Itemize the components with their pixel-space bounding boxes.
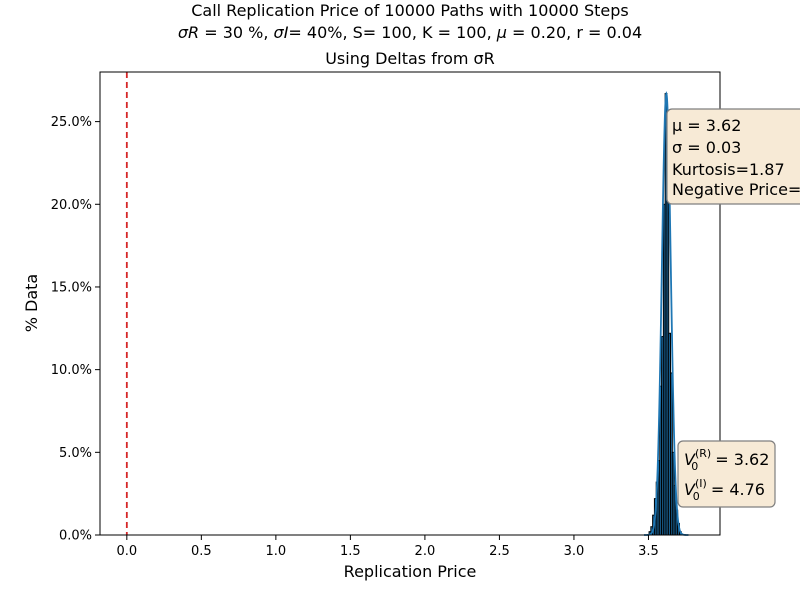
value-v0-r: V(R) 0 = 3.62 xyxy=(684,447,769,473)
value-v0-i: V(I) 0 = 4.76 xyxy=(684,477,765,503)
stats-box: μ = 3.62 σ = 0.03 Kurtosis=1.87 Negative… xyxy=(666,108,800,205)
chart-title-line-3: Using Deltas from σR xyxy=(325,49,495,68)
x-tick-label: 2.5 xyxy=(489,544,510,559)
title-sigma-r-value: = 30 %, xyxy=(199,23,273,42)
y-axis-label: % Data xyxy=(22,274,41,333)
y-axis-ticks: 0.0% 5.0% 10.0% 15.0% 20.0% 25.0% xyxy=(51,115,100,544)
y-tick-label: 25.0% xyxy=(51,115,92,130)
title-sigma-r: σR xyxy=(178,23,199,42)
y-tick-label: 15.0% xyxy=(51,280,92,295)
y-tick-label: 5.0% xyxy=(59,446,92,461)
title-sigma-i-value: = 40%, S= 100, K = 100, xyxy=(288,23,496,42)
title-sigma-i: σI xyxy=(274,23,289,42)
stats-negative-price: Negative Price= xyxy=(672,180,800,199)
density-curve xyxy=(643,91,689,536)
x-tick-label: 1.5 xyxy=(340,544,361,559)
value-box: V(R) 0 = 3.62 V(I) 0 = 4.76 xyxy=(677,440,776,508)
x-tick-label: 0.5 xyxy=(191,544,212,559)
stats-sigma: σ = 0.03 xyxy=(672,138,741,157)
stats-mu: μ = 3.62 xyxy=(672,116,741,135)
x-tick-label: 2.0 xyxy=(415,544,436,559)
x-axis-label: Replication Price xyxy=(344,562,477,581)
value-box-background xyxy=(677,440,776,508)
y-tick-label: 0.0% xyxy=(59,529,92,544)
chart-title-line-1: Call Replication Price of 10000 Paths wi… xyxy=(191,1,629,20)
chart-title-line-2: σR = 30 %, σI= 40%, S= 100, K = 100, μ =… xyxy=(178,23,642,42)
x-axis-ticks: 0.0 0.5 1.0 1.5 2.0 2.5 3.0 3.5 xyxy=(116,535,659,559)
plot-frame xyxy=(99,71,721,536)
x-tick-label: 3.0 xyxy=(564,544,585,559)
title-rest: = 0.20, r = 0.04 xyxy=(507,23,642,42)
x-tick-label: 0.0 xyxy=(116,544,137,559)
x-tick-label: 1.0 xyxy=(266,544,287,559)
x-tick-label: 3.5 xyxy=(638,544,659,559)
y-tick-label: 20.0% xyxy=(51,198,92,213)
stats-kurtosis: Kurtosis=1.87 xyxy=(672,160,785,179)
title-mu: μ xyxy=(496,23,507,42)
stats-box-background xyxy=(666,108,800,205)
y-tick-label: 10.0% xyxy=(51,363,92,378)
